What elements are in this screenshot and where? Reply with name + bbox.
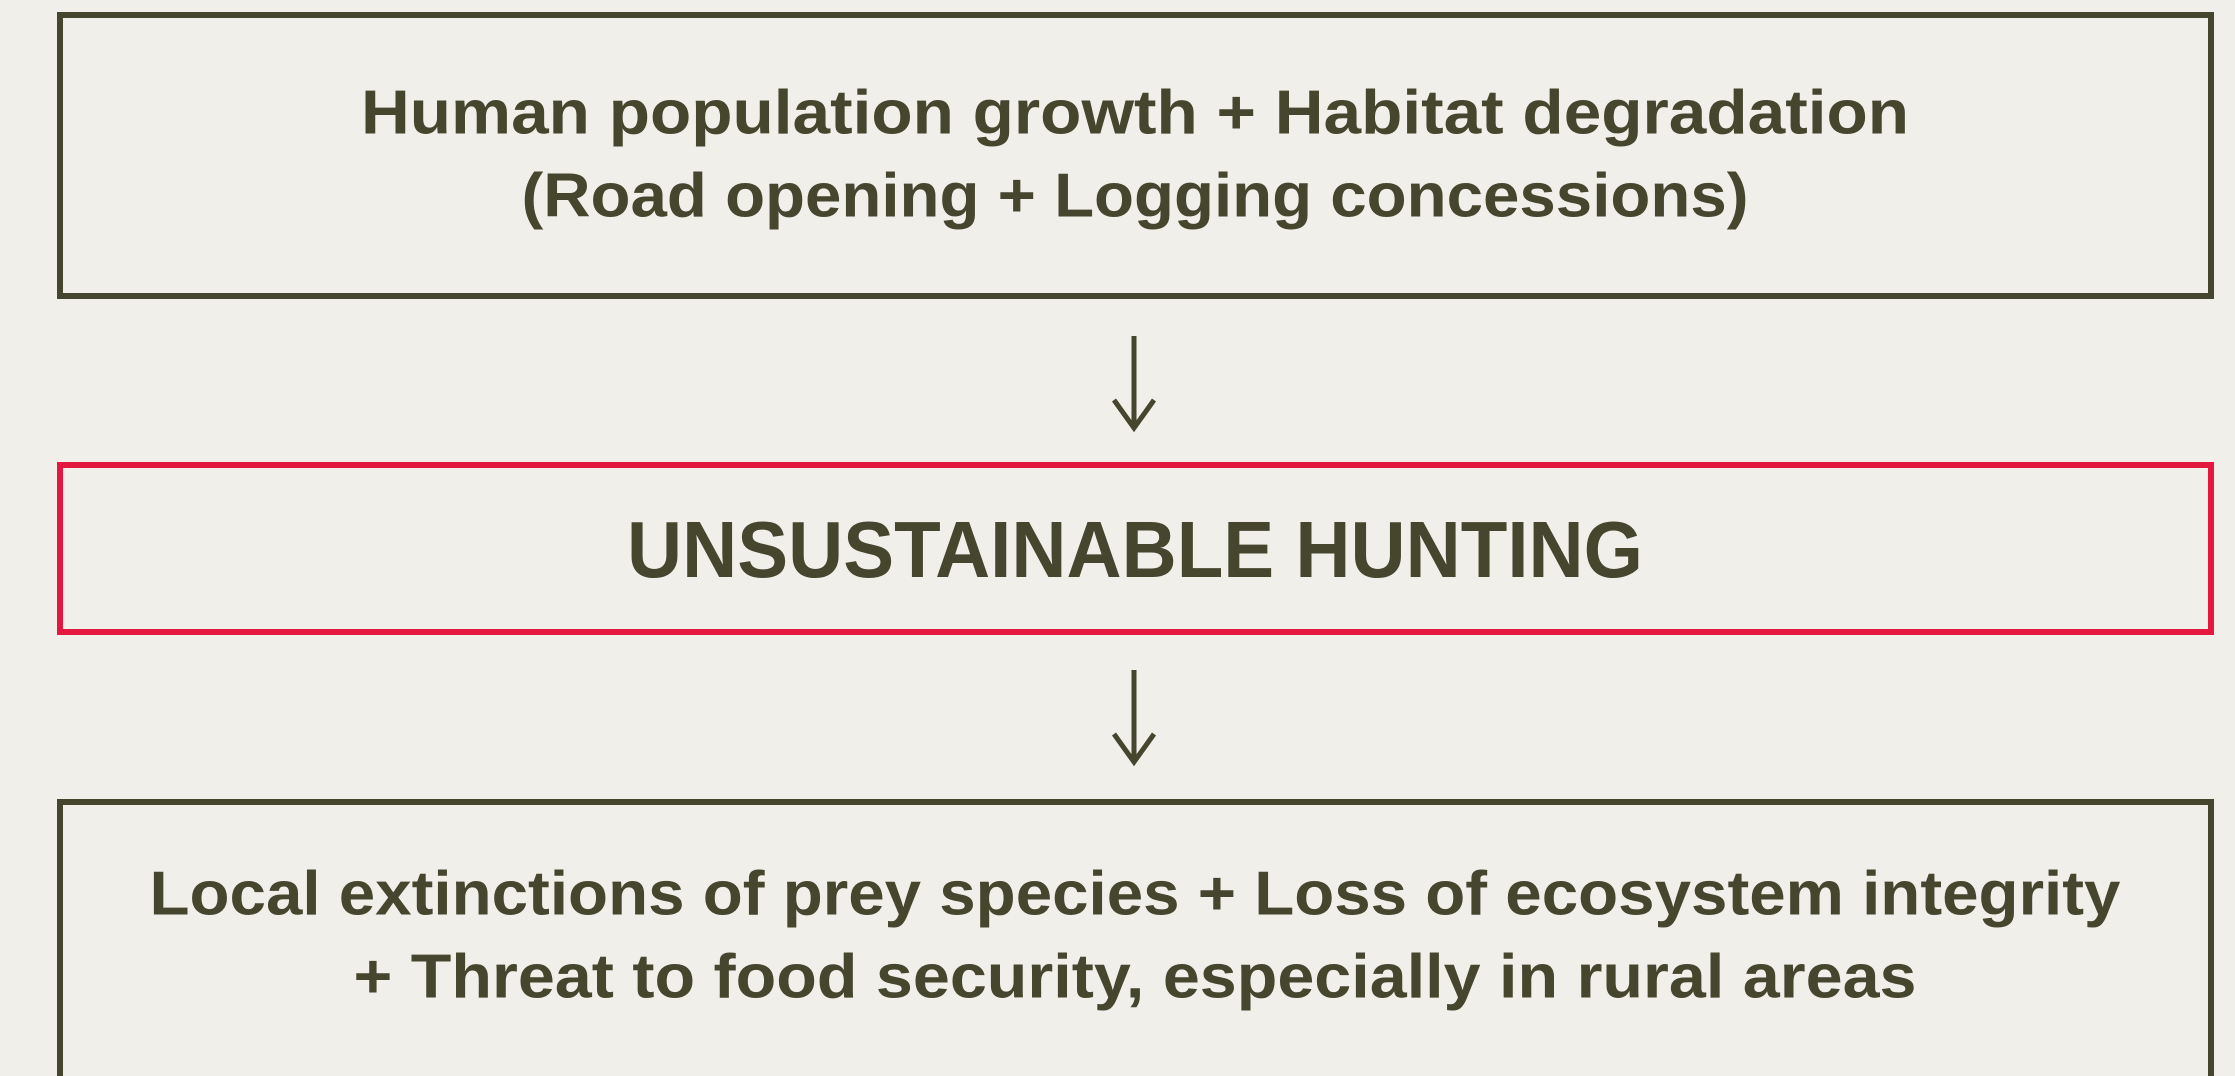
node-text: UNSUSTAINABLE HUNTING — [627, 505, 1643, 594]
arrow — [1111, 670, 1157, 767]
focus-box — [57, 462, 2214, 635]
node-text: Local extinctions of prey species + Loss… — [150, 859, 2122, 928]
node-text: Human population growth + Habitat degrad… — [361, 78, 1909, 147]
effect-box — [57, 799, 2214, 1076]
node-text: + Threat to food security, especially in… — [354, 942, 1917, 1011]
cause-box — [57, 12, 2214, 299]
arrow — [1111, 336, 1157, 433]
node-text: (Road opening + Logging concessions) — [522, 161, 1749, 230]
